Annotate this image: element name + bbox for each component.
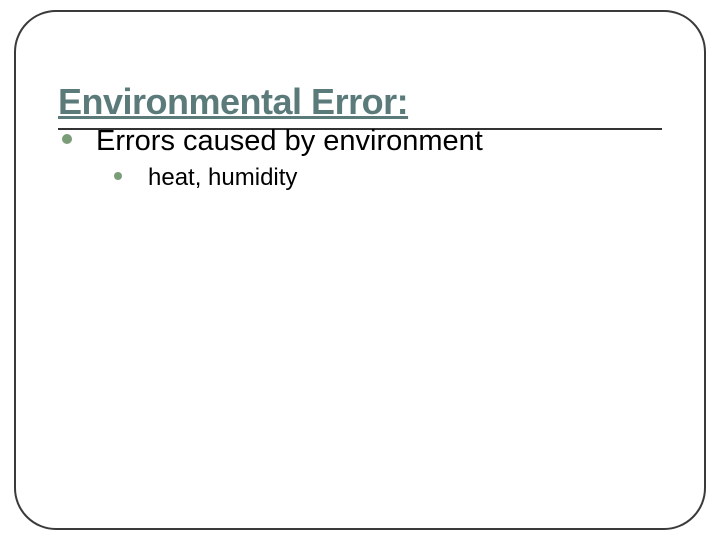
slide-title: Environmental Error: [58,82,662,122]
slide-frame: Environmental Error: Errors caused by en… [14,10,706,530]
list-item: heat, humidity [114,160,662,193]
bullet-list: Errors caused by environment heat, humid… [58,120,662,194]
bullet-icon [62,134,72,144]
bullet-text: Errors caused by environment [96,123,483,161]
bullet-icon [114,172,122,180]
list-item: Errors caused by environment [62,120,662,161]
bullet-text: heat, humidity [148,162,297,193]
